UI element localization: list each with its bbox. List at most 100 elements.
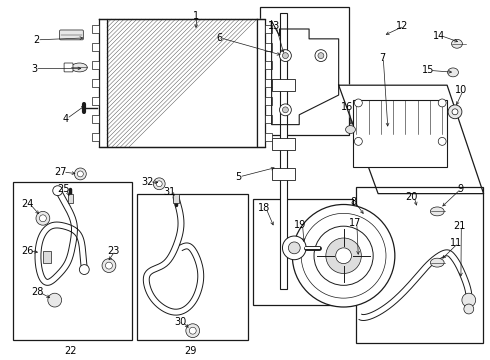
Circle shape bbox=[301, 213, 386, 298]
Bar bbox=[265, 134, 271, 141]
Circle shape bbox=[48, 293, 62, 307]
Circle shape bbox=[318, 53, 324, 59]
Circle shape bbox=[336, 248, 351, 264]
Bar bbox=[107, 19, 257, 147]
Circle shape bbox=[289, 242, 300, 254]
Text: 28: 28 bbox=[31, 287, 44, 297]
Bar bbox=[271, 79, 295, 91]
Bar bbox=[265, 97, 271, 105]
Text: 11: 11 bbox=[450, 238, 463, 248]
Ellipse shape bbox=[447, 68, 459, 77]
Circle shape bbox=[438, 138, 446, 145]
Circle shape bbox=[282, 236, 306, 260]
Text: 13: 13 bbox=[268, 21, 280, 31]
Circle shape bbox=[452, 109, 458, 115]
Bar bbox=[92, 116, 99, 123]
Bar bbox=[137, 194, 248, 339]
Text: 15: 15 bbox=[421, 66, 434, 76]
Bar bbox=[92, 25, 99, 33]
Text: 1: 1 bbox=[193, 11, 199, 21]
Bar bbox=[92, 79, 99, 87]
Bar bbox=[353, 100, 447, 167]
Bar bbox=[92, 134, 99, 141]
Text: 25: 25 bbox=[58, 184, 70, 194]
Bar bbox=[265, 116, 271, 123]
FancyBboxPatch shape bbox=[60, 30, 83, 40]
Bar bbox=[265, 43, 271, 51]
Text: 22: 22 bbox=[65, 346, 77, 356]
Text: 18: 18 bbox=[258, 203, 270, 213]
Text: 8: 8 bbox=[350, 197, 357, 207]
FancyBboxPatch shape bbox=[64, 63, 73, 72]
Circle shape bbox=[315, 50, 327, 62]
Text: 31: 31 bbox=[163, 187, 175, 197]
Text: 24: 24 bbox=[21, 199, 34, 208]
Bar bbox=[260, 7, 348, 135]
Circle shape bbox=[102, 259, 116, 273]
Text: 29: 29 bbox=[184, 346, 196, 356]
Text: 10: 10 bbox=[455, 85, 467, 95]
Circle shape bbox=[39, 215, 47, 222]
Text: 21: 21 bbox=[453, 221, 465, 231]
Polygon shape bbox=[257, 19, 265, 147]
Bar bbox=[253, 199, 353, 305]
Text: 30: 30 bbox=[174, 317, 186, 327]
Text: 3: 3 bbox=[31, 63, 37, 73]
Text: 4: 4 bbox=[63, 114, 69, 124]
Ellipse shape bbox=[430, 258, 444, 267]
Circle shape bbox=[462, 293, 476, 307]
Circle shape bbox=[74, 168, 86, 180]
Circle shape bbox=[36, 211, 50, 225]
Bar bbox=[265, 25, 271, 33]
Bar bbox=[92, 61, 99, 69]
Circle shape bbox=[153, 178, 165, 190]
Circle shape bbox=[79, 265, 89, 274]
Ellipse shape bbox=[452, 39, 463, 48]
Circle shape bbox=[279, 104, 292, 116]
Circle shape bbox=[326, 238, 361, 274]
Circle shape bbox=[282, 107, 289, 113]
Ellipse shape bbox=[345, 126, 355, 134]
Bar bbox=[13, 182, 132, 339]
Bar bbox=[271, 168, 295, 180]
Circle shape bbox=[354, 99, 362, 107]
Text: 32: 32 bbox=[142, 177, 154, 187]
Circle shape bbox=[105, 262, 112, 269]
Circle shape bbox=[282, 53, 289, 59]
Text: 7: 7 bbox=[379, 53, 385, 63]
Text: 14: 14 bbox=[433, 31, 445, 41]
Bar bbox=[43, 251, 51, 263]
Circle shape bbox=[186, 324, 199, 338]
Circle shape bbox=[438, 99, 446, 107]
Bar bbox=[68, 194, 74, 203]
Bar bbox=[271, 139, 295, 150]
Bar bbox=[92, 97, 99, 105]
Ellipse shape bbox=[430, 207, 444, 216]
Text: 17: 17 bbox=[348, 218, 361, 228]
Text: 5: 5 bbox=[235, 172, 242, 182]
Polygon shape bbox=[99, 19, 107, 147]
Text: 6: 6 bbox=[217, 33, 222, 43]
Text: 16: 16 bbox=[341, 102, 353, 112]
Circle shape bbox=[293, 204, 395, 307]
Text: 12: 12 bbox=[396, 21, 408, 31]
Text: 23: 23 bbox=[107, 246, 120, 256]
Bar bbox=[265, 79, 271, 87]
Bar bbox=[279, 13, 288, 289]
Text: 9: 9 bbox=[457, 184, 463, 194]
Text: 19: 19 bbox=[294, 220, 307, 230]
Circle shape bbox=[156, 181, 162, 187]
Circle shape bbox=[189, 327, 196, 334]
Circle shape bbox=[77, 171, 83, 177]
Bar bbox=[173, 194, 179, 203]
Circle shape bbox=[448, 105, 462, 119]
Circle shape bbox=[279, 50, 292, 62]
Ellipse shape bbox=[72, 63, 87, 72]
Circle shape bbox=[53, 186, 63, 195]
Circle shape bbox=[314, 226, 373, 285]
Bar bbox=[356, 187, 483, 342]
Bar bbox=[92, 43, 99, 51]
Bar bbox=[265, 61, 271, 69]
Text: 26: 26 bbox=[21, 246, 34, 256]
Polygon shape bbox=[339, 85, 484, 194]
